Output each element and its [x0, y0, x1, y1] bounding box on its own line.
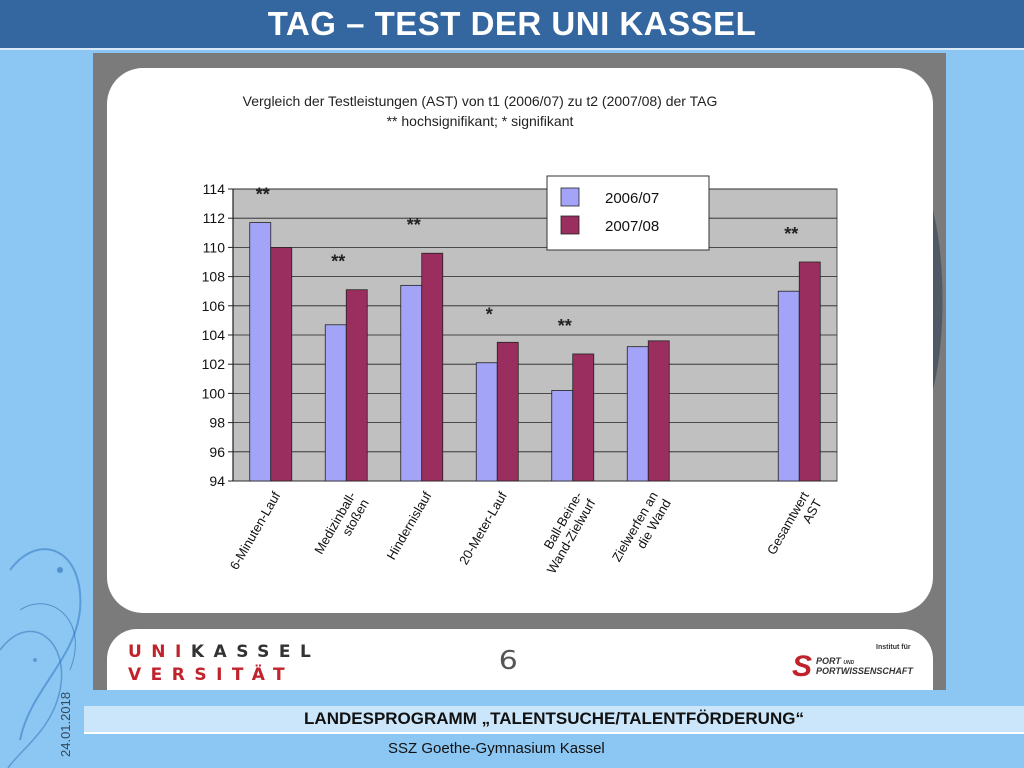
sport-institute-logo: Institut für S PORT UND PORTWISSENSCHAFT [790, 644, 914, 683]
y-tick-label: 108 [202, 269, 226, 285]
bar-2007-08 [647, 340, 670, 482]
uni-kassel-logo: UNIKASSEL VERSITÄT [128, 642, 321, 685]
bar-2006-07 [551, 390, 574, 482]
svg-text:Institut für: Institut für [876, 644, 911, 651]
x-category-label: Ball-Beine-Wand-Zielwurf [531, 489, 599, 576]
bar-2006-07 [626, 346, 649, 482]
significance-marker: ** [407, 215, 421, 235]
slide-title: TAG – TEST DER UNI KASSEL [267, 5, 757, 42]
x-category-label: 6-Minuten-Lauf [227, 489, 284, 573]
chart-title: Vergleich der Testleistungen (AST) von t… [243, 93, 718, 109]
bar-2006-07 [324, 324, 347, 482]
bar-chart: Vergleich der Testleistungen (AST) von t… [202, 93, 838, 576]
bar-2006-07 [777, 290, 800, 482]
x-category-label: Medizinball-stoßen [311, 489, 372, 564]
svg-text:PORTWISSENSCHAFT: PORTWISSENSCHAFT [816, 666, 914, 676]
bar-2007-08 [345, 289, 368, 482]
bar-2007-08 [798, 261, 821, 482]
y-tick-label: 104 [202, 327, 226, 343]
y-tick-label: 96 [209, 444, 225, 460]
svg-text:PORT UND: PORT UND [816, 656, 855, 666]
y-tick-label: 102 [202, 356, 226, 372]
legend-label: 2006/07 [605, 190, 659, 207]
svg-text:S: S [792, 650, 812, 683]
program-banner: LANDESPROGRAMM „TALENTSUCHE/TALENTFÖRDER… [84, 706, 1024, 734]
school-name: SSZ Goethe-Gymnasium Kassel [388, 740, 605, 757]
y-tick-label: 114 [203, 181, 226, 197]
bar-2006-07 [249, 222, 272, 482]
significance-marker: * [486, 304, 493, 324]
bar-2006-07 [400, 284, 423, 482]
chart-legend: 2006/07 2007/08 [546, 175, 710, 251]
legend-swatch [560, 187, 580, 207]
program-banner-text: LANDESPROGRAMM „TALENTSUCHE/TALENTFÖRDER… [304, 709, 804, 728]
y-tick-label: 94 [209, 473, 225, 489]
significance-marker: ** [558, 316, 572, 336]
significance-marker: ** [784, 224, 798, 244]
y-tick-label: 112 [203, 210, 226, 226]
chart-subtitle: ** hochsignifikant; * signifikant [387, 113, 574, 129]
bar-2006-07 [475, 362, 498, 482]
y-tick-label: 100 [202, 385, 226, 401]
x-category-label: Zielwerfen andie Wand [609, 489, 674, 572]
legend-swatch [560, 215, 580, 235]
x-category-label: GesamtwertAST [764, 489, 825, 565]
y-tick-label: 106 [202, 298, 226, 314]
bar-2007-08 [572, 353, 595, 482]
x-category-label: 20-Meter-Lauf [456, 489, 510, 568]
y-tick-label: 110 [203, 239, 226, 255]
bar-2007-08 [270, 246, 293, 482]
decorative-swirls [0, 548, 82, 768]
legend-box [546, 175, 710, 251]
bar-2007-08 [496, 341, 519, 482]
legend-label: 2007/08 [605, 218, 659, 235]
y-tick-label: 98 [209, 415, 225, 431]
slide-page-number: 6 [498, 646, 518, 676]
significance-marker: ** [256, 185, 270, 205]
x-category-label: Hindernislauf [383, 489, 434, 563]
significance-marker: ** [331, 252, 345, 272]
title-bar: TAG – TEST DER UNI KASSEL [0, 0, 1024, 50]
bar-2007-08 [421, 252, 444, 482]
slide-date: 24.01.2018 [58, 691, 73, 757]
